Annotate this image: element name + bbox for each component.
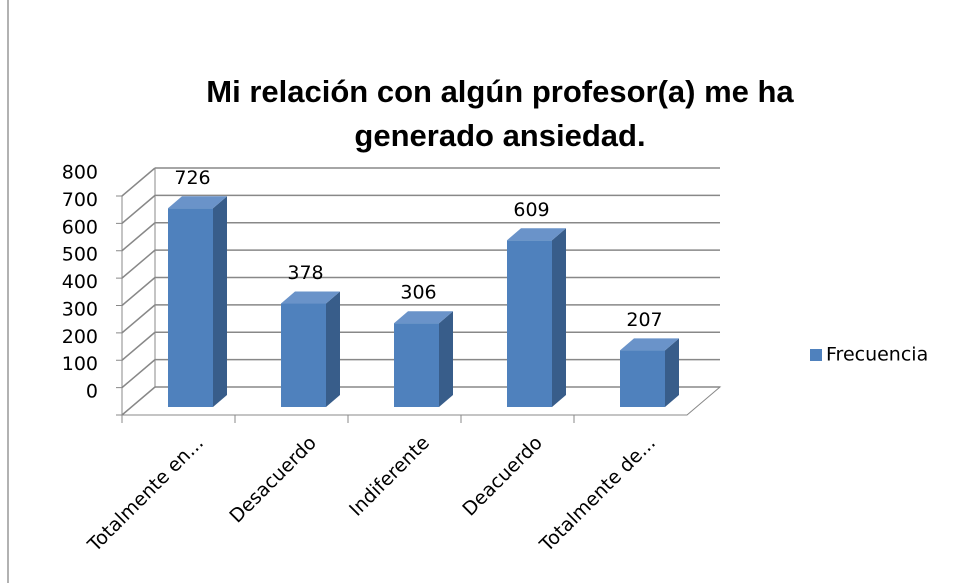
bar-top — [168, 196, 227, 209]
grid-line — [121, 167, 156, 197]
y-tick-label: 600 — [62, 216, 98, 238]
value-label: 306 — [400, 282, 436, 304]
legend-swatch — [810, 349, 822, 361]
grid-line — [121, 276, 156, 307]
bar — [507, 240, 552, 407]
bar — [620, 350, 665, 407]
x-tick-label: Deacuerdo — [458, 432, 547, 521]
value-label: 726 — [174, 167, 210, 189]
x-tick-label: Totalmente en... — [83, 432, 208, 557]
bar-side — [213, 196, 227, 407]
bar-side — [326, 291, 340, 407]
grid-line — [121, 222, 156, 252]
x-tick-label: Totalmente de... — [535, 432, 660, 557]
grid-line — [121, 194, 156, 224]
bar-top — [620, 338, 679, 351]
grid-line — [121, 304, 156, 334]
bar-side — [552, 228, 566, 407]
grid-line — [121, 249, 156, 279]
chart-title: Mi relación con algún profesor(a) me ha … — [206, 74, 794, 153]
x-tick-label: Desacuerdo — [225, 432, 321, 528]
x-tick-label: Indiferente — [345, 432, 434, 521]
grid-line — [121, 331, 156, 361]
legend-label: Frecuencia — [826, 344, 928, 366]
y-tick-label: 0 — [86, 381, 98, 403]
y-tick-label: 400 — [62, 271, 98, 293]
bar — [394, 323, 439, 407]
y-tick-label: 700 — [62, 189, 98, 211]
bar-top — [394, 311, 453, 324]
value-label: 207 — [626, 309, 662, 331]
grid-line — [121, 386, 156, 416]
bar-side — [439, 311, 453, 407]
bar-side — [665, 338, 679, 407]
bar — [281, 303, 326, 407]
bar — [168, 208, 213, 407]
bar-top — [281, 291, 340, 304]
y-tick-label: 300 — [62, 298, 98, 320]
y-tick-label: 500 — [62, 244, 98, 266]
y-tick-label: 100 — [62, 353, 98, 375]
value-label: 609 — [513, 199, 549, 221]
y-tick-label: 200 — [62, 326, 98, 348]
bar-top — [507, 228, 566, 241]
value-label: 378 — [287, 262, 323, 284]
y-tick-label: 800 — [62, 162, 98, 184]
grid-line — [121, 359, 156, 389]
